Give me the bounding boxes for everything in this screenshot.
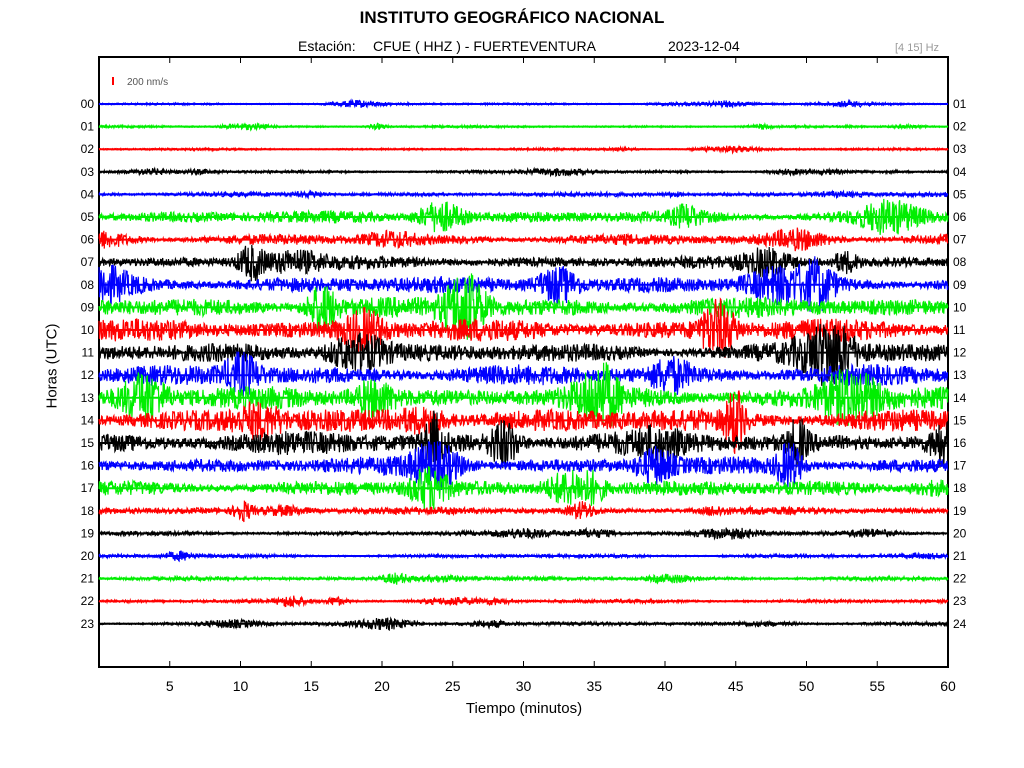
- hour-label-left: 06: [81, 233, 95, 247]
- hour-label-right: 02: [953, 120, 967, 134]
- scale-label: 200 nm/s: [127, 77, 168, 88]
- hour-label-left: 11: [82, 346, 95, 360]
- hour-label-right: 20: [953, 526, 967, 540]
- x-tick-label: 55: [869, 678, 885, 694]
- x-tick-label: 15: [303, 678, 319, 694]
- y-axis-label: Horas (UTC): [43, 323, 61, 409]
- hour-label-right: 23: [953, 594, 967, 608]
- hour-label-left: 21: [81, 572, 95, 586]
- station-prefix: Estación:: [298, 38, 356, 54]
- hour-label-left: 12: [81, 368, 95, 382]
- hour-label-left: 16: [81, 459, 95, 473]
- trace-hour-11: [98, 323, 949, 386]
- hour-label-left: 20: [81, 549, 95, 563]
- hour-label-left: 10: [81, 323, 95, 337]
- hour-label-right: 07: [953, 233, 967, 247]
- hour-label-right: 08: [953, 255, 967, 269]
- trace-hour-14: [98, 390, 949, 454]
- hour-label-right: 10: [953, 300, 967, 314]
- hour-label-right: 18: [953, 481, 967, 495]
- hour-label-right: 17: [953, 459, 967, 473]
- hour-label-left: 00: [81, 97, 95, 111]
- x-tick-label: 10: [233, 678, 249, 694]
- trace-hour-05: [98, 198, 949, 235]
- chart-title: INSTITUTO GEOGRÁFICO NACIONAL: [359, 8, 665, 27]
- hour-label-left: 23: [81, 617, 95, 631]
- x-tick-label: 40: [657, 678, 673, 694]
- hour-label-right: 24: [953, 617, 967, 631]
- station-name: CFUE ( HHZ ) - FUERTEVENTURA: [373, 38, 596, 54]
- hour-label-right: 19: [953, 504, 967, 518]
- x-tick-label: 45: [728, 678, 744, 694]
- hour-label-left: 18: [81, 504, 95, 518]
- x-tick-label: 60: [940, 678, 956, 694]
- hour-label-right: 21: [953, 549, 967, 563]
- trace-hour-15: [98, 410, 949, 476]
- frequency-band: [4 15] Hz: [895, 42, 940, 54]
- trace-hour-16: [98, 441, 949, 491]
- hour-label-right: 09: [953, 278, 967, 292]
- x-tick-label: 30: [516, 678, 532, 694]
- hour-label-left: 19: [81, 526, 95, 540]
- hour-label-left: 14: [81, 413, 95, 427]
- hour-label-left: 02: [81, 142, 95, 156]
- hour-label-left: 22: [81, 594, 95, 608]
- x-tick-label: 50: [799, 678, 815, 694]
- x-tick-label: 5: [166, 678, 174, 694]
- hour-label-right: 11: [953, 323, 966, 337]
- hour-label-left: 04: [81, 187, 95, 201]
- x-tick-label: 25: [445, 678, 461, 694]
- hour-label-left: 07: [81, 255, 95, 269]
- hour-label-right: 22: [953, 572, 967, 586]
- hour-label-right: 14: [953, 391, 967, 405]
- x-tick-label: 20: [374, 678, 390, 694]
- hour-label-right: 16: [953, 436, 967, 450]
- hour-label-right: 15: [953, 413, 967, 427]
- hour-label-left: 13: [81, 391, 95, 405]
- hour-label-left: 09: [81, 300, 95, 314]
- trace-hour-13: [98, 362, 949, 427]
- x-axis-label: Tiempo (minutos): [465, 700, 583, 717]
- hour-label-left: 15: [81, 436, 95, 450]
- trace-hour-17: [98, 466, 949, 514]
- hour-label-left: 03: [81, 165, 95, 179]
- x-tick-label: 35: [586, 678, 602, 694]
- hour-label-right: 05: [953, 187, 967, 201]
- hour-label-right: 12: [953, 346, 967, 360]
- hour-label-right: 03: [953, 142, 967, 156]
- trace-hour-08: [98, 256, 949, 312]
- hour-label-right: 01: [953, 97, 967, 111]
- hour-label-right: 13: [953, 368, 967, 382]
- hour-label-left: 08: [81, 278, 95, 292]
- hour-label-left: 05: [81, 210, 95, 224]
- hour-label-right: 06: [953, 210, 967, 224]
- chart-date: 2023-12-04: [668, 38, 740, 54]
- hour-label-right: 04: [953, 165, 967, 179]
- hour-label-left: 17: [81, 481, 95, 495]
- hour-label-left: 01: [81, 120, 95, 134]
